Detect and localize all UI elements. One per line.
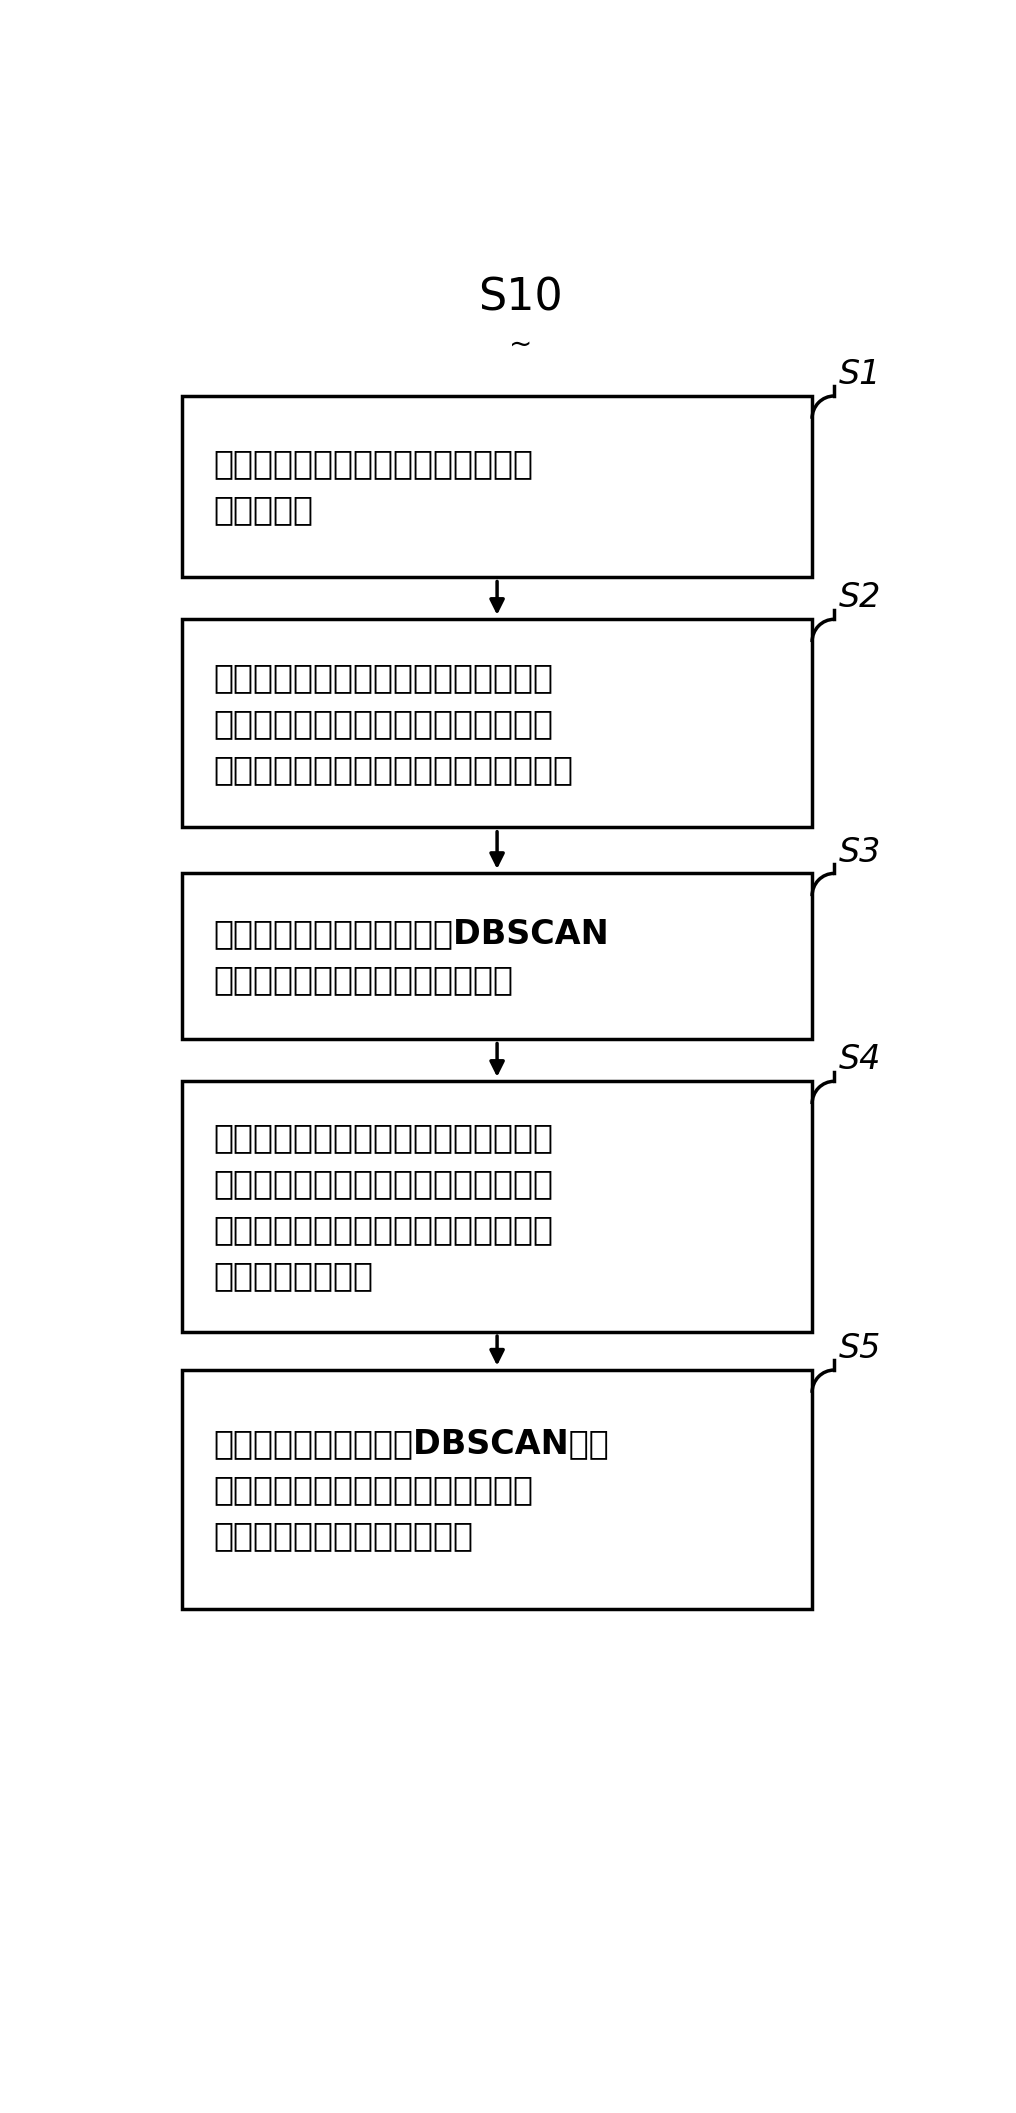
Text: 将第一聚类结果中的簇区域在所述第一
遇罩图像中删去语义标注，重新提取所
述第一遇罩图像需要聚类的数据以获得
第二聚类数据集；: 将第一聚类结果中的簇区域在所述第一 遇罩图像中删去语义标注，重新提取所 述第一遇… [213,1120,554,1291]
Text: S3: S3 [838,835,881,868]
Text: S1: S1 [838,357,881,391]
Text: 将第一遇罩图像进行尺寸缩小以获得第
二遇罩图像，并提取所述第二遇罩图像
需要聚类的数据，生成第一聚类数据集；: 将第一遇罩图像进行尺寸缩小以获得第 二遇罩图像，并提取所述第二遇罩图像 需要聚类… [213,661,574,786]
Text: S2: S2 [838,581,881,615]
Bar [182,619,812,826]
Text: 对所述第一聚类数据集进行DBSCAN
聚类处理，以获得第一聚类结果；: 对所述第一聚类数据集进行DBSCAN 聚类处理，以获得第一聚类结果； [213,917,610,995]
Text: 根据待处理图像生成含有语义标注的
遇罩图像；: 根据待处理图像生成含有语义标注的 遇罩图像； [213,448,533,526]
Text: S10: S10 [479,277,563,319]
Text: 对第二聚类数据集进行DBSCAN聚类
处理获得第二聚类结果，并结合第一
聚类结果返回最终聚类结果。: 对第二聚类数据集进行DBSCAN聚类 处理获得第二聚类结果，并结合第一 聚类结果… [213,1426,610,1551]
Text: S4: S4 [838,1044,881,1076]
Text: S5: S5 [838,1331,881,1365]
Bar [182,873,812,1040]
Bar [182,395,812,577]
Bar [182,1369,812,1608]
Text: ~: ~ [509,330,532,359]
Bar [182,1082,812,1331]
